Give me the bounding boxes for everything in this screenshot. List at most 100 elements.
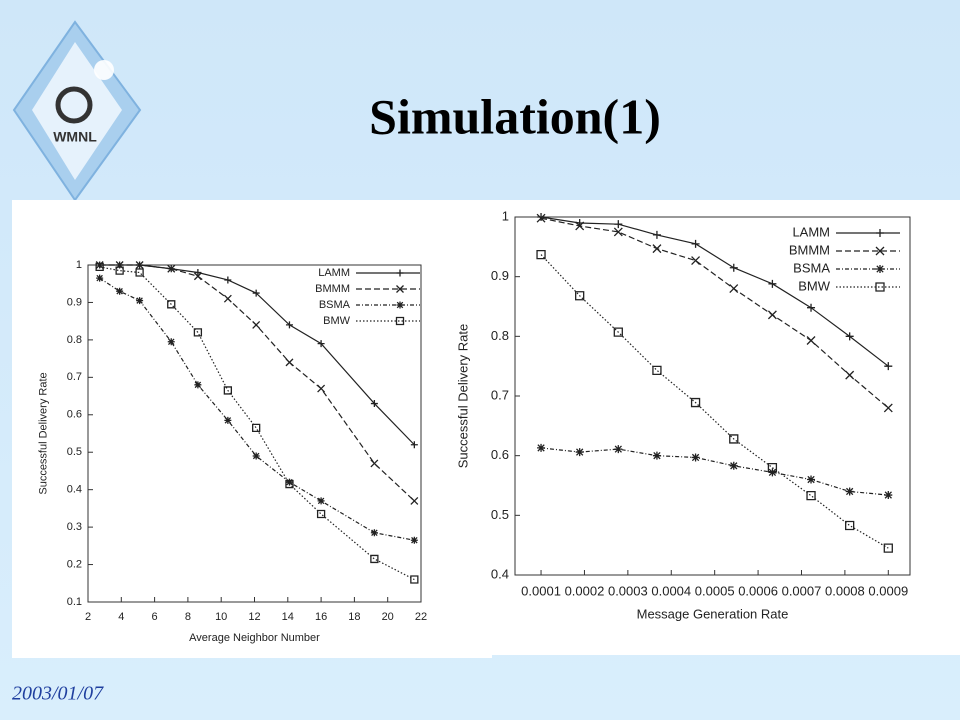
chart: 0.40.50.60.70.80.910.0001 0.0002 0.0003 0.0… <box>456 208 911 621</box>
data-point <box>370 554 379 564</box>
data-point <box>691 453 700 462</box>
logo-flare <box>94 60 114 80</box>
data-point <box>194 381 202 389</box>
y-tick-label: 0.9 <box>491 268 509 283</box>
data-point <box>135 261 144 269</box>
data-point <box>116 287 124 295</box>
data-point <box>252 423 261 433</box>
x-tick-label: 4 <box>118 611 124 623</box>
data-point <box>652 244 662 254</box>
data-point <box>135 268 144 277</box>
legend-label: BMMM <box>789 242 830 257</box>
data-point <box>883 543 893 553</box>
data-point <box>845 520 855 531</box>
y-tick-label: 0.9 <box>67 296 82 308</box>
data-point <box>317 497 325 505</box>
legend-marker <box>396 301 404 309</box>
data-point <box>845 370 855 380</box>
data-point <box>95 262 104 272</box>
data-point <box>807 475 816 484</box>
x-tick-label: 20 <box>382 611 394 623</box>
data-point <box>613 227 623 237</box>
data-point <box>95 261 104 269</box>
data-point <box>252 289 260 297</box>
data-point <box>767 462 778 473</box>
y-axis-label: Successful Delivery Rate <box>456 324 471 469</box>
chart-panel <box>492 200 960 655</box>
y-tick-label: 1 <box>76 259 82 271</box>
y-tick-label: 0.4 <box>67 484 82 496</box>
data-point <box>768 468 777 477</box>
data-point <box>537 213 546 221</box>
data-point <box>193 272 202 281</box>
data-point <box>652 365 662 375</box>
data-point <box>537 443 546 452</box>
data-point <box>768 279 777 288</box>
data-point <box>652 230 661 239</box>
data-point <box>884 491 893 500</box>
data-point <box>115 266 124 275</box>
data-point <box>806 490 816 501</box>
x-tick-label: 0.0005 <box>695 583 735 598</box>
x-tick-label: 0.0007 <box>782 583 822 598</box>
data-point <box>223 386 233 395</box>
data-point <box>285 358 294 367</box>
data-point <box>194 268 202 276</box>
data-point <box>193 328 203 337</box>
x-tick-label: 0.0002 <box>565 583 605 598</box>
y-tick-label: 0.7 <box>491 387 509 402</box>
data-point <box>536 249 546 260</box>
data-point <box>285 479 294 489</box>
legend-label: BSMA <box>319 299 351 311</box>
x-tick-label: 12 <box>248 611 260 623</box>
data-point <box>884 362 893 371</box>
x-tick-label: 0.0004 <box>651 583 691 598</box>
data-point <box>410 536 418 544</box>
logo-text: WMNL <box>53 129 97 145</box>
x-tick-label: 0.0001 <box>521 583 561 598</box>
data-point <box>614 445 623 454</box>
data-point <box>410 496 419 505</box>
data-point <box>613 327 623 337</box>
y-tick-label: 0.6 <box>67 409 82 421</box>
data-point <box>224 276 232 284</box>
x-tick-label: 0.0008 <box>825 583 865 598</box>
data-point <box>252 452 260 460</box>
x-tick-label: 16 <box>315 611 327 623</box>
data-point <box>575 291 585 301</box>
y-axis-label: Successful Delivery Rate <box>38 372 50 494</box>
data-point <box>575 448 584 457</box>
legend-marker <box>396 269 404 277</box>
data-point <box>317 340 325 348</box>
data-point <box>729 263 738 272</box>
data-point <box>845 487 854 496</box>
data-point <box>370 459 379 468</box>
legend-label: BMMM <box>315 283 350 295</box>
data-point <box>807 303 816 312</box>
logo: WMNL <box>12 20 142 202</box>
series-line <box>540 216 889 367</box>
x-axis-label: Message Generation Rate <box>637 606 789 621</box>
data-point <box>167 264 176 273</box>
x-tick-label: 0.0003 <box>608 583 648 598</box>
x-tick-label: 0.0006 <box>738 583 778 598</box>
data-point <box>370 529 378 537</box>
slide-date: 2003/01/07 <box>12 683 104 705</box>
legend-label: LAMM <box>318 267 350 279</box>
data-point <box>167 300 176 309</box>
data-point <box>729 284 739 294</box>
data-point <box>224 416 232 424</box>
legend-label: BMW <box>323 315 351 327</box>
series-line <box>99 266 415 581</box>
legend-marker <box>875 246 885 256</box>
x-tick-label: 2 <box>85 611 91 623</box>
y-tick-label: 0.8 <box>67 334 82 346</box>
legend-marker <box>876 229 884 237</box>
x-tick-label: 22 <box>415 611 427 623</box>
data-point <box>370 400 378 408</box>
x-tick-label: 14 <box>282 611 294 623</box>
y-tick-label: 0.7 <box>67 371 82 383</box>
legend-marker <box>396 285 404 293</box>
data-point <box>691 256 701 266</box>
